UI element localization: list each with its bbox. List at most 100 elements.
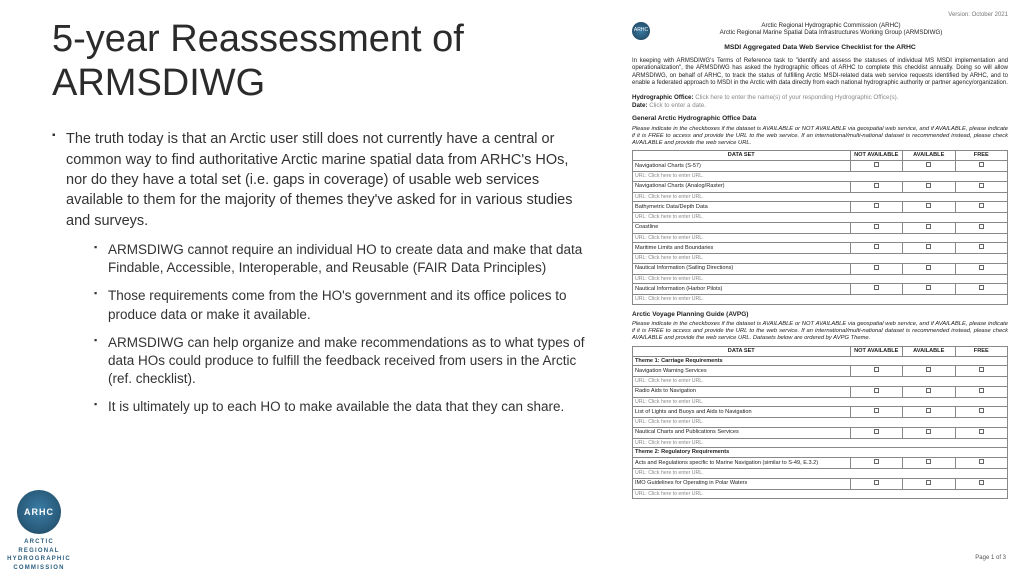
- dataset-cell: Navigation Warning Services: [633, 366, 851, 377]
- checkbox-cell[interactable]: [903, 366, 956, 377]
- checkbox-cell[interactable]: [903, 161, 956, 172]
- checkbox-cell[interactable]: [903, 386, 956, 397]
- dataset-cell: Bathymetric Data/Depth Data: [633, 202, 851, 213]
- checkbox-cell[interactable]: [903, 181, 956, 192]
- url-cell[interactable]: URL: Click here to enter URL.: [633, 192, 1008, 202]
- doc-title: MSDI Aggregated Data Web Service Checkli…: [632, 44, 1008, 52]
- checkbox-cell[interactable]: [850, 458, 903, 469]
- table-row: Nautical Information (Harbor Pilots): [633, 284, 1008, 295]
- th-dataset: DATA SET: [633, 151, 851, 161]
- doc-header: ARHC Arctic Regional Hydrographic Commis…: [632, 22, 1008, 40]
- url-cell[interactable]: URL: Click here to enter URL.: [633, 274, 1008, 284]
- checkbox-cell[interactable]: [955, 386, 1008, 397]
- checkbox-cell[interactable]: [955, 222, 1008, 233]
- section1-title: General Arctic Hydrographic Office Data: [632, 115, 1008, 123]
- checkbox-cell[interactable]: [903, 202, 956, 213]
- url-cell[interactable]: URL: Click here to enter URL.: [633, 295, 1008, 305]
- checkbox-cell[interactable]: [903, 222, 956, 233]
- sub-bullet: ARMSDIWG can help organize and make reco…: [94, 334, 592, 389]
- checkbox-cell[interactable]: [955, 478, 1008, 489]
- url-cell[interactable]: URL: Click here to enter URL.: [633, 172, 1008, 182]
- checkbox-cell[interactable]: [955, 458, 1008, 469]
- url-cell[interactable]: URL: Click here to enter URL.: [633, 377, 1008, 387]
- url-row: URL: Click here to enter URL.: [633, 213, 1008, 223]
- checkbox-cell[interactable]: [903, 284, 956, 295]
- table-row: Bathymetric Data/Depth Data: [633, 202, 1008, 213]
- checkbox-cell[interactable]: [955, 407, 1008, 418]
- dataset-cell: IMO Guidelines for Operating in Polar Wa…: [633, 478, 851, 489]
- url-row: URL: Click here to enter URL.: [633, 438, 1008, 448]
- th-dataset: DATA SET: [633, 346, 851, 356]
- th-not-available: NOT AVAILABLE: [850, 151, 903, 161]
- checkbox-cell[interactable]: [955, 263, 1008, 274]
- checkbox-cell[interactable]: [903, 243, 956, 254]
- url-cell[interactable]: URL: Click here to enter URL.: [633, 438, 1008, 448]
- checkbox-cell[interactable]: [850, 222, 903, 233]
- checkbox-cell[interactable]: [850, 202, 903, 213]
- dataset-cell: Nautical Charts and Publications Service…: [633, 427, 851, 438]
- dataset-cell: Navigational Charts (S-57): [633, 161, 851, 172]
- url-cell[interactable]: URL: Click here to enter URL.: [633, 254, 1008, 264]
- table-general: DATA SET NOT AVAILABLE AVAILABLE FREE Na…: [632, 150, 1008, 304]
- table-row: Navigation Warning Services: [633, 366, 1008, 377]
- table-row: Maritime Limits and Boundaries: [633, 243, 1008, 254]
- doc-date-line: Date: Click to enter a date.: [632, 102, 1008, 110]
- dataset-cell: Coastline: [633, 222, 851, 233]
- dataset-cell: Maritime Limits and Boundaries: [633, 243, 851, 254]
- dataset-cell: Radio Aids to Navigation: [633, 386, 851, 397]
- page-number: Page 1 of 3: [975, 555, 1006, 563]
- th-available: AVAILABLE: [903, 346, 956, 356]
- checkbox-cell[interactable]: [850, 386, 903, 397]
- checkbox-cell[interactable]: [903, 263, 956, 274]
- checkbox-cell[interactable]: [850, 181, 903, 192]
- checkbox-cell[interactable]: [850, 478, 903, 489]
- checkbox-cell[interactable]: [850, 161, 903, 172]
- checkbox-cell[interactable]: [903, 407, 956, 418]
- th-free: FREE: [955, 346, 1008, 356]
- doc-header-text: Arctic Regional Hydrographic Commission …: [654, 22, 1008, 38]
- doc-version: Version: October 2021: [632, 12, 1008, 20]
- th-free: FREE: [955, 151, 1008, 161]
- table-avpg: DATA SET NOT AVAILABLE AVAILABLE FREE Th…: [632, 346, 1008, 500]
- sub-bullet: ARMSDIWG cannot require an individual HO…: [94, 241, 592, 277]
- url-cell[interactable]: URL: Click here to enter URL.: [633, 213, 1008, 223]
- url-row: URL: Click here to enter URL.: [633, 172, 1008, 182]
- checkbox-cell[interactable]: [955, 243, 1008, 254]
- checkbox-cell[interactable]: [903, 478, 956, 489]
- checkbox-cell[interactable]: [955, 161, 1008, 172]
- logo-line: HYDROGRAPHIC: [4, 555, 74, 563]
- checkbox-cell[interactable]: [850, 284, 903, 295]
- checkbox-cell[interactable]: [850, 407, 903, 418]
- checkbox-cell[interactable]: [903, 427, 956, 438]
- doc-intro: In keeping with ARMSDIWG's Terms of Refe…: [632, 58, 1008, 88]
- theme-row: Theme 1: Carriage Requirements: [633, 356, 1008, 366]
- section2-instructions: Please indicate in the checkboxes if the…: [632, 321, 1008, 343]
- checkbox-cell[interactable]: [850, 366, 903, 377]
- url-cell[interactable]: URL: Click here to enter URL.: [633, 489, 1008, 499]
- url-cell[interactable]: URL: Click here to enter URL.: [633, 469, 1008, 479]
- checkbox-cell[interactable]: [955, 181, 1008, 192]
- url-row: URL: Click here to enter URL.: [633, 192, 1008, 202]
- checkbox-cell[interactable]: [955, 366, 1008, 377]
- url-row: URL: Click here to enter URL.: [633, 489, 1008, 499]
- dataset-cell: Navigational Charts (Analog/Raster): [633, 181, 851, 192]
- table-row: Nautical Charts and Publications Service…: [633, 427, 1008, 438]
- url-cell[interactable]: URL: Click here to enter URL.: [633, 397, 1008, 407]
- url-cell[interactable]: URL: Click here to enter URL.: [633, 418, 1008, 428]
- checkbox-cell[interactable]: [850, 427, 903, 438]
- checkbox-cell[interactable]: [955, 427, 1008, 438]
- url-row: URL: Click here to enter URL.: [633, 233, 1008, 243]
- checklist-document: Version: October 2021 ARHC Arctic Region…: [624, 6, 1016, 566]
- checkbox-cell[interactable]: [955, 202, 1008, 213]
- url-row: URL: Click here to enter URL.: [633, 418, 1008, 428]
- sub-bullet: Those requirements come from the HO's go…: [94, 287, 592, 323]
- doc-org: Arctic Regional Marine Spatial Data Infr…: [654, 29, 1008, 37]
- table-row: Coastline: [633, 222, 1008, 233]
- checkbox-cell[interactable]: [850, 243, 903, 254]
- url-cell[interactable]: URL: Click here to enter URL.: [633, 233, 1008, 243]
- checkbox-cell[interactable]: [903, 458, 956, 469]
- url-row: URL: Click here to enter URL.: [633, 274, 1008, 284]
- th-available: AVAILABLE: [903, 151, 956, 161]
- checkbox-cell[interactable]: [850, 263, 903, 274]
- checkbox-cell[interactable]: [955, 284, 1008, 295]
